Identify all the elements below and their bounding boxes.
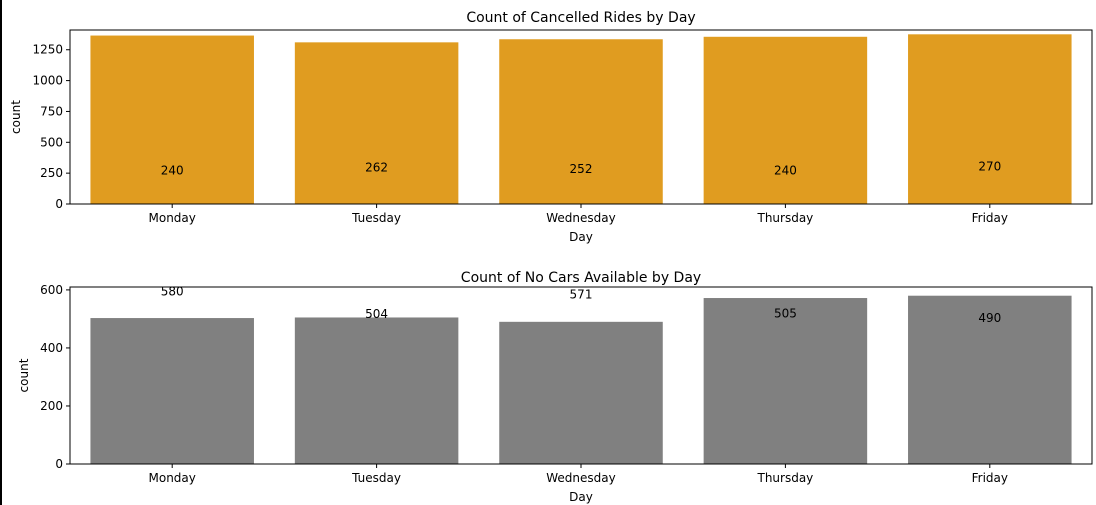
bar-0-thursday — [703, 36, 868, 205]
bar-1-wednesday — [499, 321, 663, 464]
y-tick-label-0-2: 500 — [40, 135, 63, 149]
bar-label-1-4: 490 — [978, 311, 1001, 325]
bar-label-0-0: 240 — [161, 163, 184, 177]
y-tick-label-1-0: 0 — [55, 457, 63, 471]
x-axis-label-1: Day — [569, 490, 593, 504]
bar-label-1-0: 580 — [161, 285, 184, 299]
x-tick-label-1-1: Tuesday — [351, 471, 401, 485]
y-tick-label-0-1: 250 — [40, 166, 63, 180]
bar-label-1-1: 504 — [365, 307, 388, 321]
bar-1-monday — [90, 318, 254, 464]
x-tick-label-0-0: Monday — [149, 211, 196, 225]
y-tick-label-0-0: 0 — [55, 197, 63, 211]
y-tick-label-0-4: 1000 — [32, 74, 63, 88]
x-tick-label-1-0: Monday — [149, 471, 196, 485]
bar-label-1-3: 505 — [774, 306, 797, 320]
chart-title-1: Count of No Cars Available by Day — [461, 270, 701, 286]
bar-0-tuesday — [294, 42, 459, 205]
x-tick-label-0-2: Wednesday — [546, 211, 615, 225]
x-tick-label-0-3: Thursday — [756, 211, 813, 225]
bar-label-0-4: 270 — [978, 160, 1001, 174]
bar-label-0-2: 252 — [570, 162, 593, 176]
bar-0-friday — [908, 34, 1072, 204]
bar-label-1-2: 571 — [570, 287, 593, 301]
x-tick-label-1-2: Wednesday — [546, 471, 615, 485]
x-tick-label-1-3: Thursday — [756, 471, 813, 485]
figure-left-border — [0, 0, 2, 505]
bar-0-wednesday — [499, 39, 663, 205]
x-tick-label-0-4: Friday — [972, 211, 1008, 225]
y-tick-label-0-3: 750 — [40, 104, 63, 118]
y-axis-label-1: count — [17, 358, 31, 392]
y-tick-label-1-3: 600 — [40, 283, 63, 297]
chart-title-0: Count of Cancelled Rides by Day — [466, 10, 695, 26]
bar-label-0-1: 262 — [365, 161, 388, 175]
x-axis-label-0: Day — [569, 230, 593, 244]
y-tick-label-1-2: 400 — [40, 341, 63, 355]
bar-1-tuesday — [294, 317, 459, 464]
x-tick-label-0-1: Tuesday — [351, 211, 401, 225]
bar-1-friday — [908, 295, 1072, 464]
bar-1-thursday — [703, 298, 868, 464]
y-axis-label-0: count — [9, 100, 23, 134]
bar-label-0-3: 240 — [774, 163, 797, 177]
y-tick-label-0-5: 1250 — [32, 43, 63, 57]
x-tick-label-1-4: Friday — [972, 471, 1008, 485]
bar-0-monday — [90, 35, 254, 204]
y-tick-label-1-1: 200 — [40, 399, 63, 413]
